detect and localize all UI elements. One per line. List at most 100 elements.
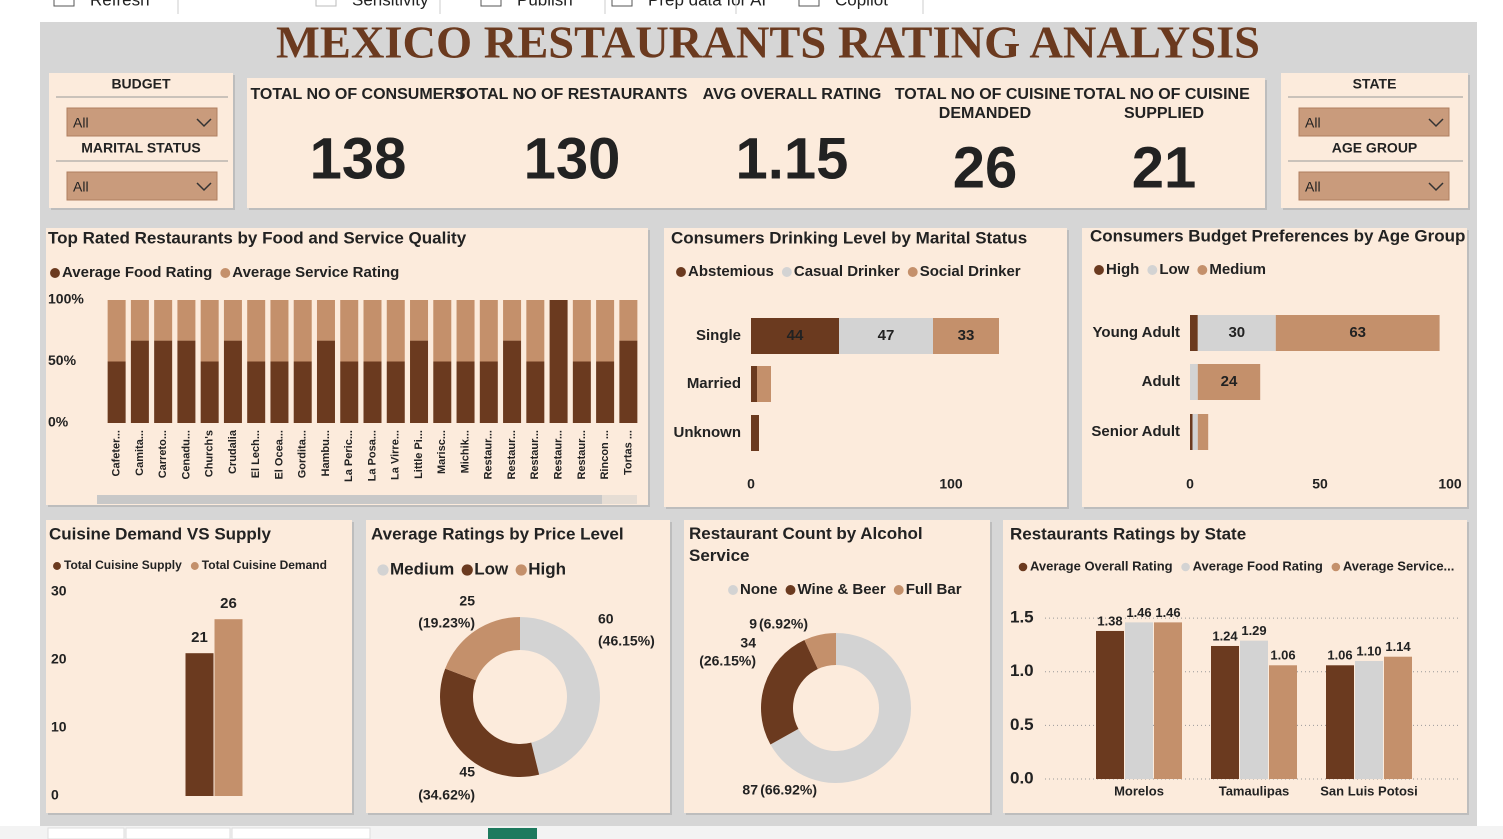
bar-segment (456, 361, 475, 423)
bar-segment (293, 361, 312, 423)
x-tick-label: El Ocea... (273, 430, 285, 480)
data-label: 44 (787, 327, 804, 344)
bar-segment (751, 415, 759, 451)
panel (664, 228, 1067, 507)
page-tab[interactable] (125, 827, 231, 839)
bar-segment (177, 340, 196, 423)
slicer-value: All (1305, 115, 1321, 131)
data-label: 63 (1349, 324, 1366, 341)
legend-marker (461, 564, 473, 576)
bar-segment (340, 361, 359, 423)
data-label: 47 (878, 327, 895, 344)
y-tick-label: 0.0 (1010, 768, 1034, 787)
donut-slice (445, 617, 520, 681)
bar (1355, 661, 1383, 779)
chart-title: Consumers Drinking Level by Marital Stat… (671, 228, 1027, 247)
bar-segment (1197, 364, 1261, 400)
bar-segment (1190, 414, 1193, 450)
legend-label: Average Service Rating (232, 264, 399, 281)
data-label: 1.10 (1356, 643, 1381, 658)
donut-slice (804, 633, 836, 670)
data-label: 1.29 (1241, 623, 1266, 638)
x-tick-label: Marisc... (436, 430, 448, 474)
legend-label: Average Overall Rating (1030, 558, 1173, 573)
page-tab[interactable] (231, 827, 371, 839)
data-label: 1.46 (1126, 605, 1151, 620)
y-tick-label: 50% (48, 352, 77, 368)
scrollbar-thumb[interactable] (97, 495, 602, 504)
bar-segment (386, 361, 405, 423)
x-tick-label: Gordita... (297, 430, 309, 478)
legend-marker (893, 585, 904, 595)
bar-segment (293, 300, 312, 362)
y-tick-label: Married (687, 375, 741, 392)
data-label: 1.06 (1270, 648, 1295, 663)
slicer-value: All (1305, 179, 1321, 195)
legend-label: Low (474, 559, 509, 578)
y-tick-label: 10 (51, 719, 67, 735)
slicer-dropdown[interactable] (1298, 107, 1450, 137)
bar-segment (456, 300, 475, 362)
y-tick-label: 0.5 (1010, 715, 1034, 734)
text-line: TOTAL NO OF CUISINE (895, 86, 1075, 103)
x-tick-label: Morelos (1114, 783, 1164, 798)
bar-segment (526, 300, 545, 362)
slicer-dropdown[interactable] (1298, 171, 1450, 201)
bar-segment (363, 300, 382, 362)
x-tick-label: Carreto... (157, 430, 169, 478)
text-line: DEMANDED (939, 105, 1031, 122)
bar-segment (479, 361, 498, 423)
bar (1096, 630, 1124, 779)
dropdown-chevron (196, 182, 212, 192)
bar (1384, 656, 1412, 779)
page-tab[interactable] (47, 827, 125, 839)
legend-label: Total Cuisine Demand (202, 558, 327, 572)
card-label: TOTAL NO OF CONSUMERS (250, 86, 465, 103)
bar-segment (572, 300, 591, 362)
bar-segment (247, 300, 266, 362)
data-label: 1.46 (1155, 605, 1180, 620)
bar-segment (154, 340, 173, 423)
x-tick-label: Restaur... (506, 430, 518, 480)
bar-segment (200, 361, 219, 423)
x-tick-label: Church's (204, 430, 216, 477)
bar-segment (107, 361, 126, 423)
legend-marker (1094, 265, 1104, 275)
toolbar-icon (611, 0, 633, 7)
bar-segment (839, 318, 933, 354)
bar-segment (757, 366, 771, 402)
chart-title: Restaurant Count by Alcohol Service (689, 524, 927, 565)
page-tab-active[interactable] (488, 828, 537, 839)
bar-segment (549, 300, 568, 423)
legend-label: Social Drinker (920, 263, 1021, 280)
card-value: 138 (310, 126, 407, 191)
bar-segment (223, 300, 242, 341)
x-tick-label: La Peric... (343, 430, 355, 482)
slicer-dropdown[interactable] (66, 107, 218, 137)
bar-segment (1275, 315, 1440, 351)
tab-bar (0, 826, 1503, 839)
chart-title: Cuisine Demand VS Supply (49, 524, 272, 543)
slicer-value: All (73, 179, 89, 195)
legend-label: Wine & Beer (798, 581, 886, 598)
data-label: 25 (459, 593, 475, 609)
bar-segment (340, 300, 359, 362)
y-tick-label: Young Adult (1093, 324, 1180, 341)
bar-segment (130, 300, 149, 341)
toolbar-button: Publish (517, 0, 573, 9)
toolbar-button: Refresh (90, 0, 150, 9)
legend-marker (377, 564, 389, 576)
chart-title: Restaurants Ratings by State (1010, 524, 1246, 543)
slicer-dropdown[interactable] (66, 171, 218, 201)
bar-segment (933, 318, 999, 354)
data-label: 45 (459, 764, 475, 780)
toolbar-button: Copilot (835, 0, 888, 9)
legend-label: High (1106, 261, 1139, 278)
toolbar-icon (480, 0, 502, 7)
bar-segment (410, 340, 429, 423)
x-tick-label: Crudalia (227, 429, 239, 474)
bar (1211, 645, 1239, 779)
toolbar-icon (798, 0, 820, 7)
x-tick-label: San Luis Potosi (1320, 783, 1418, 798)
